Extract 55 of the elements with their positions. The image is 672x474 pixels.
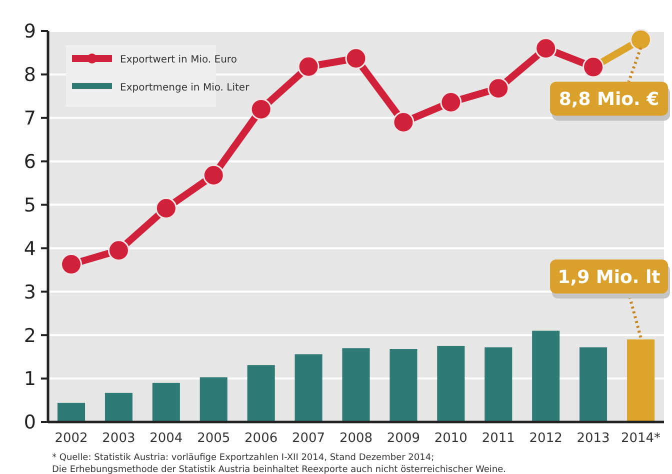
- point: [60, 254, 82, 276]
- x-tick-label: 2014*: [620, 431, 662, 446]
- x-tick-label: 2010: [434, 431, 468, 446]
- bar: [532, 330, 560, 422]
- bar: [247, 365, 275, 422]
- y-tick-label: 7: [24, 108, 36, 130]
- x-tick-label: 2011: [482, 431, 515, 446]
- y-tick-label: 6: [24, 150, 36, 173]
- point: [582, 56, 604, 78]
- x-tick-label: 2002: [54, 431, 88, 446]
- x-tick-label: 2007: [292, 431, 326, 446]
- point: [488, 78, 510, 100]
- bar: [57, 402, 86, 422]
- point: [440, 92, 462, 113]
- y-tick-label: 8: [24, 64, 36, 86]
- bar: [390, 349, 418, 422]
- y-tick-label: 3: [24, 281, 36, 304]
- annotation: 8,8 Mio. €: [558, 88, 660, 110]
- x-tick-label: 2009: [386, 431, 420, 446]
- bar: [152, 382, 180, 422]
- bar: [580, 347, 608, 422]
- bar: [104, 392, 132, 422]
- bar: [342, 348, 370, 422]
- bar: [294, 354, 322, 422]
- legend-label: Exportwert in Mio. Euro: [120, 54, 237, 66]
- point: [202, 164, 224, 186]
- x-tick-label: 2013: [576, 431, 610, 446]
- y-tick-label: 1: [24, 368, 36, 390]
- point: [298, 56, 320, 78]
- text: Die Erhebungsmethode der Statistik Austria beinhaltet Reexporte auch nicht österreichischer Weine.: [52, 465, 506, 474]
- y-tick-label: 9: [24, 20, 36, 43]
- point: [250, 98, 272, 120]
- x-tick-label: 2003: [102, 431, 136, 446]
- y-tick-label: 2: [24, 324, 36, 347]
- point: [630, 28, 652, 50]
- y-tick-label: 5: [24, 194, 36, 216]
- x-tick-label: 2004: [150, 431, 183, 446]
- y-tick-label: 4: [24, 238, 36, 260]
- text: * Quelle: Statistik Austria: vorläufige Exportzahlen I-XII 2014, Stand Dezember 2014;: [52, 453, 434, 463]
- point: [108, 240, 130, 262]
- x-tick-label: 2006: [244, 431, 278, 446]
- legend-label: Exportmenge in Mio. Liter: [120, 82, 250, 94]
- point: [535, 38, 557, 60]
- x-tick-label: 2008: [339, 431, 373, 446]
- bar: [200, 377, 228, 422]
- annotation: 1,9 Mio. lt: [558, 266, 661, 288]
- bar: [437, 346, 465, 422]
- x-tick-label: 2005: [197, 431, 230, 446]
- bar: [484, 347, 512, 422]
- bar: [626, 339, 655, 422]
- point: [155, 198, 177, 220]
- y-tick-label: 0: [24, 412, 36, 434]
- point: [392, 111, 414, 133]
- x-tick-label: 2012: [529, 431, 562, 446]
- point: [345, 48, 367, 70]
